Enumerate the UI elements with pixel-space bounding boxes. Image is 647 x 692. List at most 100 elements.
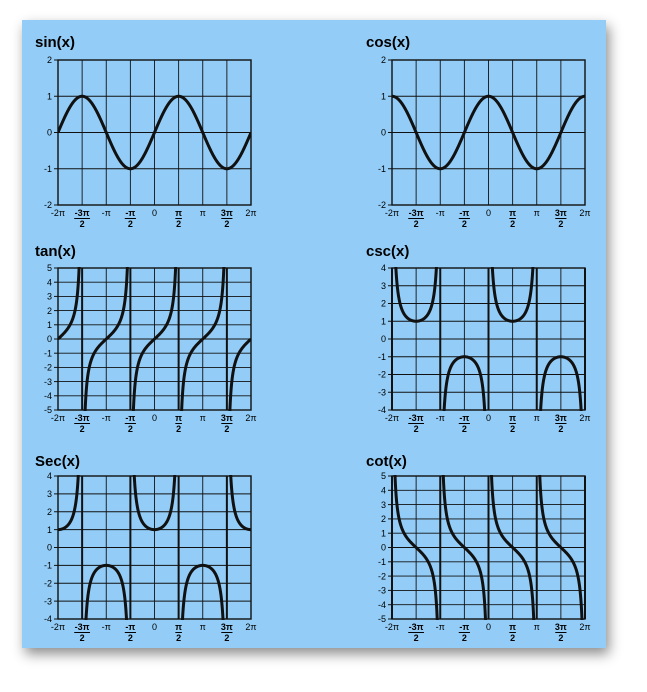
- x-tick-label-denominator: 2: [80, 424, 85, 434]
- y-tick-label: -2: [44, 363, 52, 373]
- y-tick-label: 0: [381, 543, 386, 553]
- x-tick-label: π: [175, 622, 182, 632]
- x-tick-label: π: [534, 622, 540, 632]
- x-tick-label: -π: [459, 622, 469, 632]
- x-tick-label: -π: [102, 208, 111, 218]
- x-tick-label: -π: [436, 622, 445, 632]
- y-tick-label: 1: [47, 91, 52, 101]
- y-tick-label: 1: [47, 525, 52, 535]
- y-tick-label: -3: [378, 586, 386, 596]
- series-line-sec: [58, 475, 251, 620]
- y-tick-label: 2: [381, 299, 386, 309]
- y-tick-label: 3: [47, 292, 52, 302]
- x-tick-label: 2π: [245, 208, 256, 218]
- x-tick-label: -3π: [75, 622, 90, 632]
- y-tick-label: 5: [381, 471, 386, 481]
- x-tick-label: π: [200, 622, 206, 632]
- x-tick-label: -π: [459, 208, 469, 218]
- y-tick-label: -2: [378, 571, 386, 581]
- y-tick-label: -1: [378, 557, 386, 567]
- x-tick-label: 3π: [555, 208, 567, 218]
- x-tick-label: -2π: [51, 413, 65, 423]
- x-tick-label: -2π: [385, 208, 399, 218]
- x-tick-label-denominator: 2: [414, 219, 419, 229]
- y-tick-label: -3: [44, 377, 52, 387]
- x-tick-label-denominator: 2: [128, 424, 133, 434]
- y-tick-label: -4: [378, 405, 386, 415]
- x-tick-label-denominator: 2: [224, 219, 229, 229]
- y-tick-label: -2: [378, 200, 386, 210]
- y-tick-label: 1: [381, 316, 386, 326]
- y-tick-label: 0: [381, 334, 386, 344]
- y-tick-label: 2: [47, 507, 52, 517]
- x-tick-label: -2π: [51, 208, 65, 218]
- x-tick-label-denominator: 2: [462, 424, 467, 434]
- y-tick-label: -3: [44, 596, 52, 606]
- y-tick-label: 2: [381, 55, 386, 65]
- x-tick-label-denominator: 2: [462, 633, 467, 643]
- x-tick-label: -π: [125, 413, 135, 423]
- y-tick-label: -1: [44, 164, 52, 174]
- x-tick-label: 0: [486, 208, 491, 218]
- y-tick-label: -4: [378, 600, 386, 610]
- y-tick-label: -3: [378, 387, 386, 397]
- x-tick-label: -π: [436, 413, 445, 423]
- x-tick-label-denominator: 2: [558, 633, 563, 643]
- chart-title: cos(x): [366, 34, 410, 51]
- y-tick-label: 4: [381, 263, 386, 273]
- x-tick-label: 2π: [245, 413, 256, 423]
- y-tick-label: 2: [47, 55, 52, 65]
- y-tick-label: -4: [44, 614, 52, 624]
- x-tick-label-denominator: 2: [224, 633, 229, 643]
- x-tick-label: 0: [486, 413, 491, 423]
- x-tick-label: -π: [102, 413, 111, 423]
- x-tick-label: -3π: [409, 622, 424, 632]
- x-tick-label: 3π: [221, 622, 233, 632]
- x-tick-label: 3π: [555, 622, 567, 632]
- x-tick-label: 2π: [245, 622, 256, 632]
- y-tick-label: 1: [381, 528, 386, 538]
- x-tick-label: 3π: [221, 413, 233, 423]
- y-tick-label: -2: [44, 200, 52, 210]
- x-tick-label-denominator: 2: [176, 424, 181, 434]
- x-tick-label: -3π: [75, 208, 90, 218]
- x-tick-label: π: [175, 208, 182, 218]
- y-tick-label: 5: [47, 263, 52, 273]
- y-tick-label: 2: [381, 514, 386, 524]
- x-tick-label: 2π: [579, 413, 590, 423]
- x-tick-label: π: [509, 622, 516, 632]
- x-tick-label: π: [509, 413, 516, 423]
- x-tick-label: 0: [152, 413, 157, 423]
- x-tick-label: -π: [125, 208, 135, 218]
- y-tick-label: 0: [47, 128, 52, 138]
- y-tick-label: -5: [44, 405, 52, 415]
- x-tick-label: -π: [459, 413, 469, 423]
- series-line-cot: [393, 475, 584, 620]
- x-tick-label-denominator: 2: [510, 424, 515, 434]
- x-tick-label-denominator: 2: [510, 633, 515, 643]
- x-tick-label: 0: [486, 622, 491, 632]
- x-tick-label: -3π: [75, 413, 90, 423]
- x-tick-label: 3π: [555, 413, 567, 423]
- x-tick-label: -2π: [385, 413, 399, 423]
- chart-title: csc(x): [366, 243, 409, 260]
- y-tick-label: 1: [47, 320, 52, 330]
- series-line-tan: [58, 267, 251, 411]
- x-tick-label: π: [534, 208, 540, 218]
- series-line-csc: [394, 267, 583, 411]
- chart-title: tan(x): [35, 243, 76, 260]
- chart-title: sin(x): [35, 34, 75, 51]
- y-tick-label: 2: [47, 306, 52, 316]
- x-tick-label: π: [509, 208, 516, 218]
- y-tick-label: 3: [381, 500, 386, 510]
- x-tick-label-denominator: 2: [128, 219, 133, 229]
- y-tick-label: 3: [47, 489, 52, 499]
- y-tick-label: 4: [47, 277, 52, 287]
- x-tick-label: 2π: [579, 622, 590, 632]
- y-tick-label: -2: [44, 578, 52, 588]
- x-tick-label-denominator: 2: [176, 219, 181, 229]
- y-tick-label: -2: [378, 370, 386, 380]
